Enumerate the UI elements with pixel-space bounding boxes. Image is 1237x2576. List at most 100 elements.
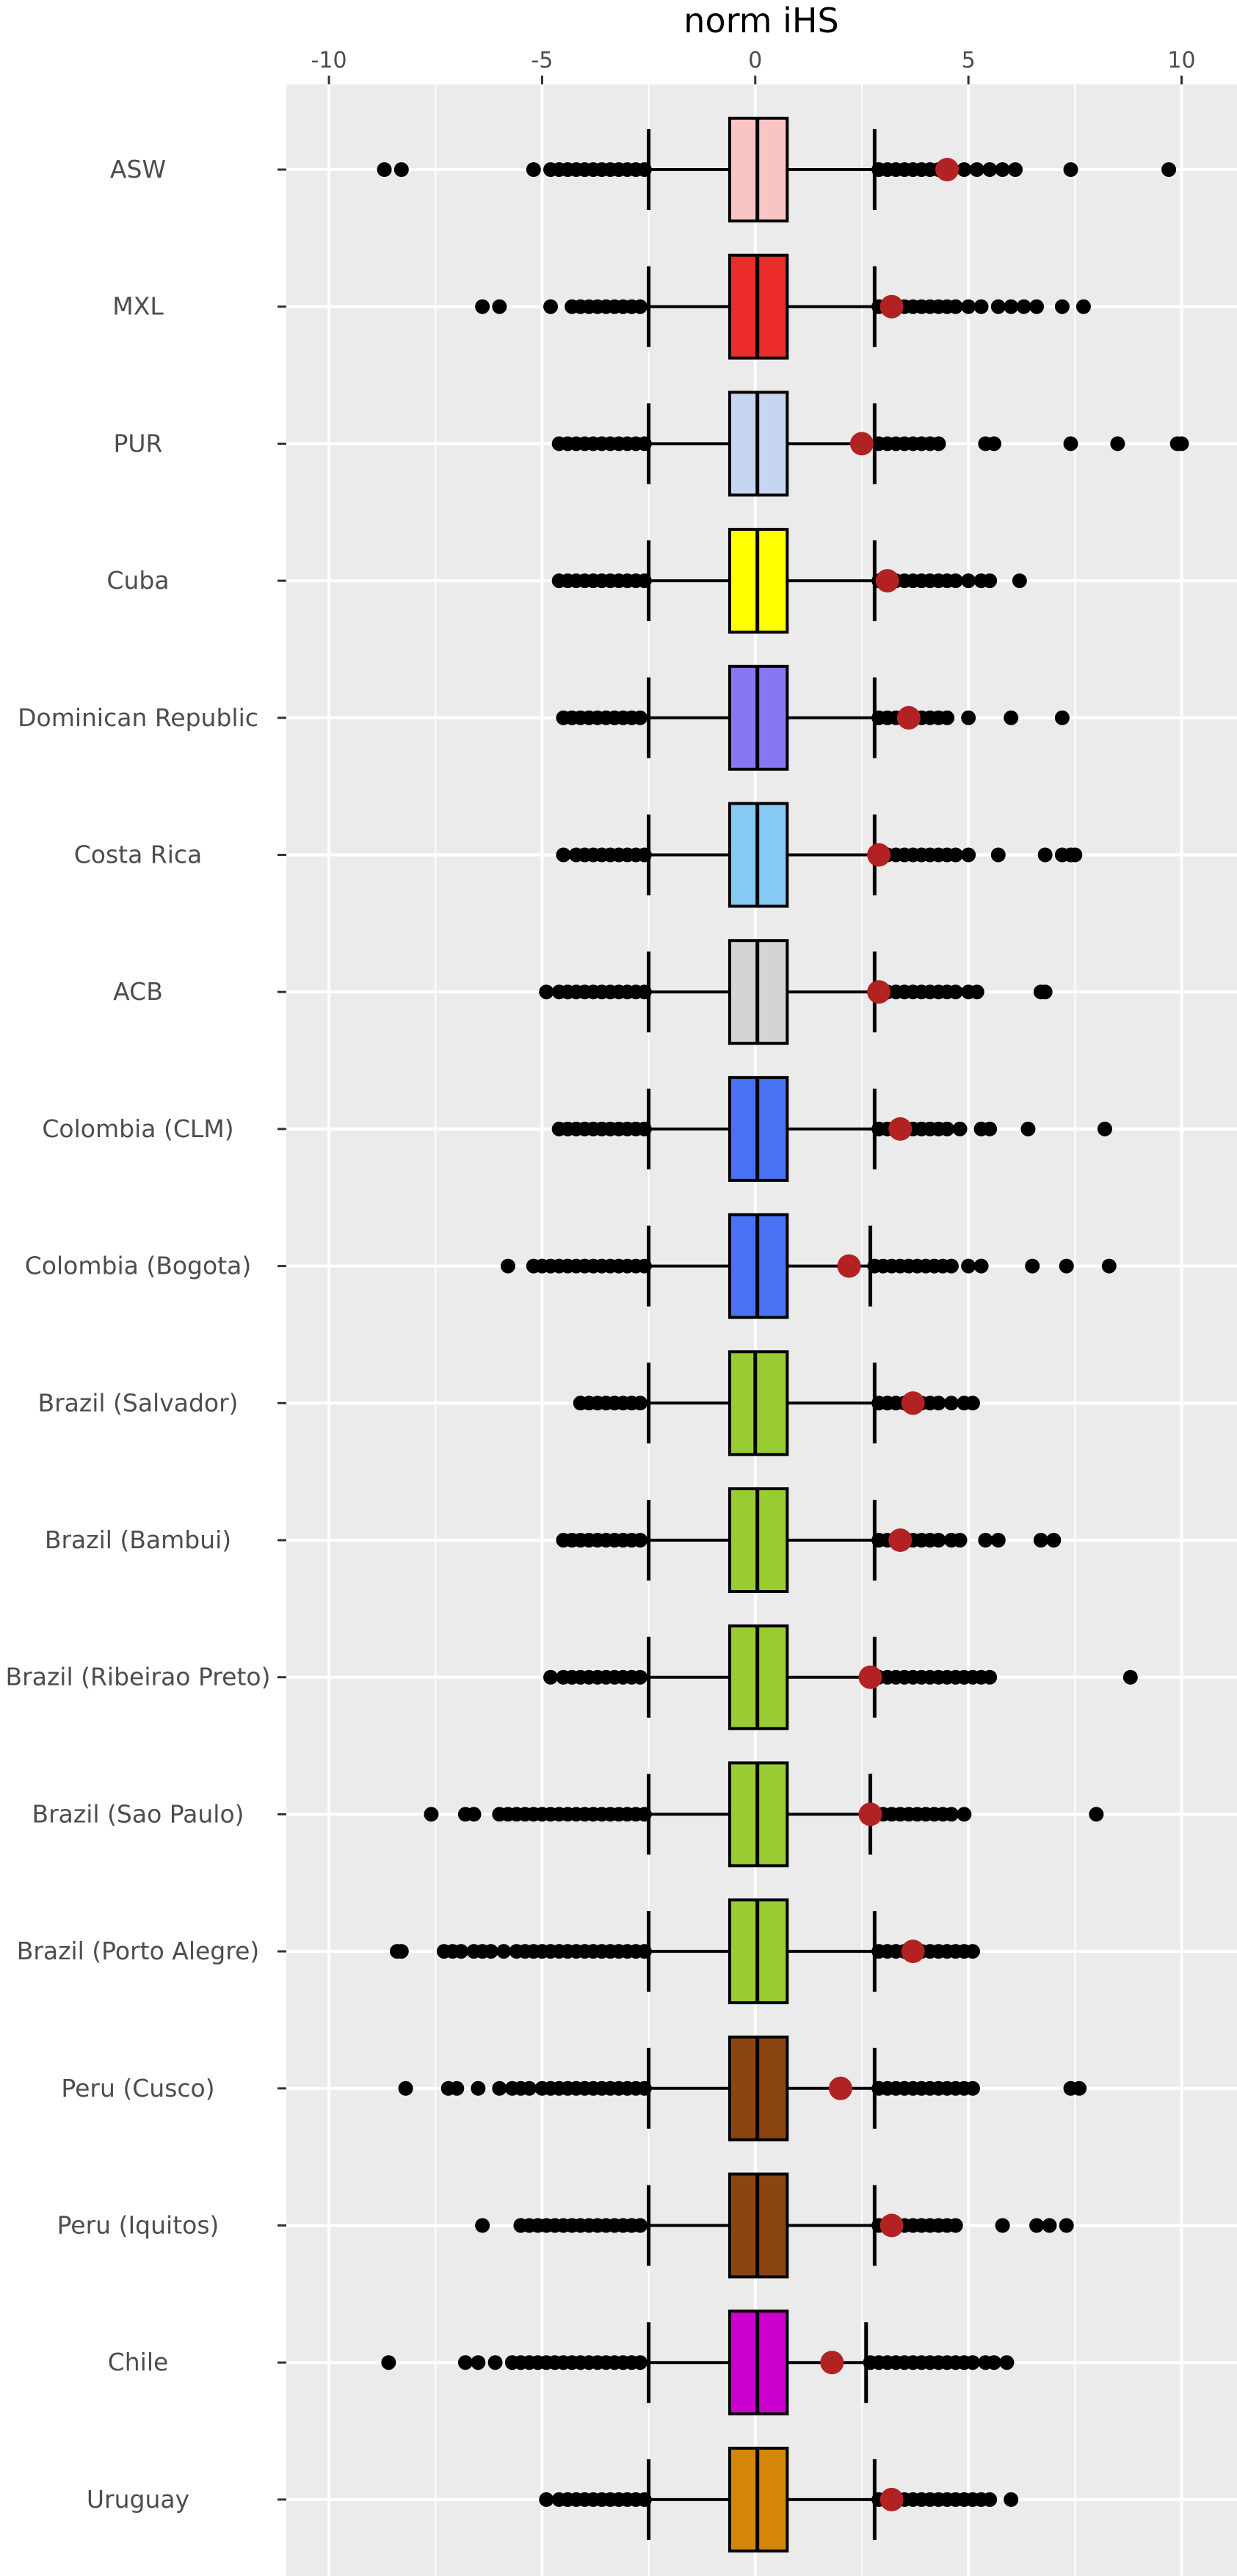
outlier-point — [492, 299, 507, 314]
highlight-point — [901, 1391, 925, 1415]
highlight-point — [888, 1117, 913, 1141]
outlier-point — [1004, 710, 1019, 725]
outlier-point — [1029, 2218, 1045, 2233]
highlight-point — [837, 1254, 861, 1278]
outlier-point — [393, 162, 409, 177]
outlier-point — [1089, 1807, 1104, 1822]
outlier-point — [454, 1944, 469, 1959]
outlier-point — [969, 162, 984, 177]
outlier-point — [1161, 162, 1177, 177]
outlier-point — [1059, 1258, 1074, 1274]
outlier-point — [1054, 710, 1070, 725]
box-group — [424, 1761, 1104, 1868]
outlier-point — [1033, 1533, 1048, 1548]
outlier-point — [999, 2355, 1015, 2370]
outlier-point — [1072, 2080, 1087, 2096]
highlight-point — [867, 843, 891, 867]
outlier-point — [636, 2492, 652, 2507]
outlier-point — [1046, 1533, 1062, 1548]
outlier-point — [1012, 573, 1027, 589]
outlier-point — [526, 162, 541, 177]
outlier-point — [948, 573, 963, 589]
outlier-point — [543, 1669, 559, 1685]
category-label: ACB — [113, 977, 163, 1006]
box-group — [551, 528, 1027, 634]
outlier-point — [636, 573, 652, 589]
box-group — [398, 2035, 1087, 2141]
outlier-point — [381, 2355, 396, 2370]
outlier-point — [636, 1807, 652, 1822]
outlier-point — [948, 984, 963, 1000]
category-label: Colombia (Bogota) — [25, 1252, 251, 1280]
outlier-point — [466, 1807, 482, 1822]
highlight-point — [896, 705, 921, 730]
box-group — [551, 1075, 1112, 1182]
x-tick-label: 5 — [962, 48, 976, 73]
outlier-point — [973, 1258, 989, 1274]
plot-panel — [286, 84, 1237, 2576]
outlier-point — [471, 2080, 486, 2096]
outlier-point — [943, 1258, 959, 1274]
outlier-point — [1004, 2492, 1019, 2507]
outlier-point — [1174, 436, 1189, 451]
category-label: Uruguay — [87, 2485, 189, 2514]
outlier-point — [943, 1807, 959, 1822]
x-axis-ticks: -10 -5 0 5 10 — [311, 48, 1196, 84]
x-tick-label: 0 — [748, 48, 762, 73]
outlier-point — [961, 573, 976, 589]
outlier-point — [1037, 847, 1053, 863]
outlier-point — [961, 1258, 976, 1274]
outlier-point — [1025, 1258, 1040, 1274]
category-label: Brazil (Porto Alegre) — [17, 1937, 260, 1965]
outlier-point — [632, 1533, 647, 1548]
outlier-point — [995, 2218, 1010, 2233]
outlier-point — [632, 710, 647, 725]
box-group — [573, 1350, 980, 1456]
outlier-point — [931, 1396, 946, 1411]
outlier-point — [982, 1669, 998, 1685]
outlier-point — [471, 2355, 486, 2370]
category-label: Colombia (CLM) — [42, 1114, 233, 1143]
outlier-point — [1122, 1669, 1138, 1685]
category-labels: ASW MXL PUR Cuba Dominican Republic Costa Ric… — [6, 155, 286, 2514]
box-group — [539, 2446, 1019, 2553]
outlier-point — [492, 2080, 507, 2096]
outlier-point — [636, 984, 652, 1000]
outlier-point — [1029, 299, 1045, 314]
outlier-point — [940, 710, 955, 725]
highlight-point — [858, 1802, 882, 1826]
outlier-point — [539, 2492, 554, 2507]
box-group — [543, 1624, 1138, 1730]
outlier-point — [990, 299, 1006, 314]
outlier-point — [982, 162, 998, 177]
chart-title: norm iHS — [683, 1, 838, 40]
outlier-point — [632, 1396, 647, 1411]
outlier-point — [483, 1944, 498, 1959]
outlier-point — [982, 2492, 998, 2507]
outlier-point — [449, 2080, 465, 2096]
outlier-point — [636, 1121, 652, 1136]
outlier-point — [1042, 2218, 1057, 2233]
outlier-point — [1008, 162, 1023, 177]
outlier-point — [1054, 299, 1070, 314]
x-tick-label: 10 — [1167, 48, 1195, 73]
outlier-point — [393, 1944, 409, 1959]
outlier-point — [986, 436, 1001, 451]
outlier-point — [948, 847, 963, 863]
category-label: Cuba — [106, 566, 169, 595]
category-label: ASW — [110, 155, 166, 184]
outlier-point — [636, 1258, 652, 1274]
highlight-point — [879, 2487, 904, 2511]
outlier-point — [556, 847, 571, 863]
outlier-point — [931, 1533, 946, 1548]
outlier-point — [475, 299, 490, 314]
outlier-point — [965, 2080, 980, 2096]
category-label: Peru (Iquitos) — [57, 2211, 220, 2240]
category-label: Brazil (Sao Paulo) — [32, 1799, 244, 1828]
box-group — [551, 391, 1189, 497]
box-group — [381, 2310, 1015, 2416]
highlight-point — [901, 1940, 925, 1964]
outlier-point — [969, 984, 984, 1000]
outlier-point — [1110, 436, 1125, 451]
outlier-point — [961, 847, 976, 863]
